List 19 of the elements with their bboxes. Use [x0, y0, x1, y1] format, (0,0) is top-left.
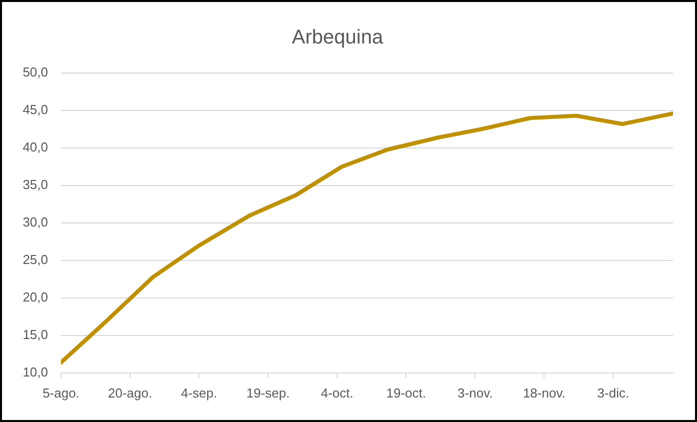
y-tick-label: 25,0	[22, 252, 48, 268]
y-tick-label: 15,0	[22, 327, 48, 342]
x-tick-label: 20-ago.	[108, 385, 152, 400]
y-tick-label: 40,0	[22, 140, 48, 155]
x-tick-label: 3-dic.	[597, 385, 630, 400]
y-tick-label: 35,0	[22, 177, 48, 192]
y-tick-label: 10,0	[22, 364, 48, 380]
x-tick-label: 18-nov.	[522, 385, 566, 400]
chart-title: Arbequina	[292, 26, 384, 49]
x-tick-label: 19-sep.	[246, 385, 290, 400]
y-tick-label: 30,0	[22, 214, 48, 230]
y-tick-label: 20,0	[22, 290, 48, 305]
x-tick-label: 4-sep.	[180, 385, 218, 400]
y-tick-label: 45,0	[22, 102, 48, 118]
x-tick-label: 3-nov.	[458, 385, 493, 400]
x-tick-label: 4-oct.	[320, 385, 354, 400]
x-tick-label: 19-oct.	[386, 385, 426, 400]
y-tick-label: 50,0	[22, 64, 48, 80]
x-tick-label: 5-ago.	[42, 385, 80, 400]
